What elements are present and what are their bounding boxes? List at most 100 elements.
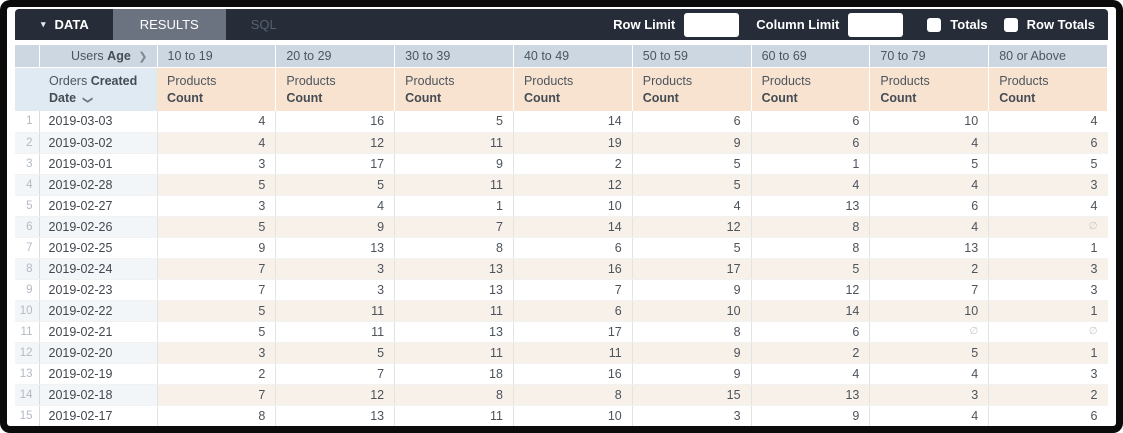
table-row: 12 2019-02-20 3 5 11 11 9 2 5 1 bbox=[15, 342, 1108, 364]
measure-header[interactable]: Products Count bbox=[157, 67, 277, 111]
tab-sql[interactable]: SQL bbox=[226, 9, 302, 40]
row-number: 6 bbox=[15, 216, 40, 238]
value-cell: ∅ bbox=[988, 321, 1108, 343]
value-cell: 3 bbox=[632, 405, 752, 426]
measure-header[interactable]: Products Count bbox=[988, 67, 1108, 111]
row-limit-input[interactable] bbox=[684, 12, 740, 37]
measure-prefix: Products bbox=[286, 73, 336, 88]
bucket-header[interactable]: 10 to 19 bbox=[157, 45, 277, 68]
value-cell: 13 bbox=[751, 384, 871, 406]
value-cell: 1 bbox=[988, 342, 1108, 364]
bucket-header[interactable]: 50 to 59 bbox=[632, 45, 752, 68]
bucket-header[interactable]: 30 to 39 bbox=[394, 45, 514, 68]
bucket-header[interactable]: 40 to 49 bbox=[513, 45, 633, 68]
value-cell: 5 bbox=[988, 153, 1108, 175]
totals-checkbox[interactable] bbox=[927, 17, 942, 32]
row-number: 15 bbox=[15, 405, 40, 426]
value-cell: 7 bbox=[513, 279, 633, 301]
value-cell: 7 bbox=[869, 279, 990, 301]
value-cell: 11 bbox=[275, 321, 396, 343]
row-number: 12 bbox=[15, 342, 40, 364]
measure-name: Count bbox=[286, 91, 323, 105]
bucket-header[interactable]: 20 to 29 bbox=[275, 45, 396, 68]
tab-sql-label: SQL bbox=[250, 17, 277, 32]
measure-prefix: Products bbox=[761, 73, 811, 88]
value-cell: 7 bbox=[275, 363, 396, 385]
value-cell: 2 bbox=[513, 153, 633, 175]
value-cell: 2 bbox=[157, 363, 277, 385]
date-cell: 2019-02-28 bbox=[39, 174, 158, 196]
value-cell: 8 bbox=[513, 384, 633, 406]
value-cell: 4 bbox=[869, 363, 990, 385]
measure-prefix: Products bbox=[880, 73, 930, 88]
date-cell: 2019-02-18 bbox=[39, 384, 158, 406]
measure-header[interactable]: Products Count bbox=[751, 67, 871, 111]
toolbar-options: Row Limit Column Limit Totals Row Totals bbox=[613, 9, 1108, 40]
row-number: 11 bbox=[15, 321, 40, 343]
measure-header[interactable]: Products Count bbox=[275, 67, 396, 111]
measure-header[interactable]: Products Count bbox=[394, 67, 514, 111]
value-cell: 16 bbox=[513, 258, 633, 280]
date-cell: 2019-02-26 bbox=[39, 216, 158, 238]
table-row: 7 2019-02-25 9 13 8 6 5 8 13 1 bbox=[15, 237, 1108, 259]
value-cell: 4 bbox=[157, 132, 277, 154]
measure-header[interactable]: Products Count bbox=[513, 67, 633, 111]
bucket-header[interactable]: 70 to 79 bbox=[869, 45, 990, 68]
table-row: 4 2019-02-28 5 5 11 12 5 4 4 3 bbox=[15, 174, 1108, 196]
value-cell: 7 bbox=[157, 279, 277, 301]
row-number: 5 bbox=[15, 195, 40, 217]
bucket-header[interactable]: 80 or Above bbox=[988, 45, 1108, 68]
pivot-bucket-row: Users Age ❯ 10 to 19 20 to 29 30 to 39 40 t… bbox=[15, 45, 1108, 68]
value-cell: 10 bbox=[869, 300, 990, 322]
table-row: 3 2019-03-01 3 17 9 2 5 1 5 5 bbox=[15, 153, 1108, 175]
tab-results[interactable]: RESULTS bbox=[112, 9, 226, 40]
value-cell: 12 bbox=[275, 132, 396, 154]
value-cell: 10 bbox=[513, 405, 633, 426]
row-number: 4 bbox=[15, 174, 40, 196]
value-cell: 2 bbox=[869, 258, 990, 280]
value-cell: 12 bbox=[632, 216, 752, 238]
value-cell: 4 bbox=[869, 216, 990, 238]
column-limit-input[interactable] bbox=[848, 12, 904, 37]
date-cell: 2019-02-17 bbox=[39, 405, 158, 426]
value-cell: 3 bbox=[988, 174, 1108, 196]
value-cell: 11 bbox=[394, 342, 514, 364]
dimension-prefix: Orders bbox=[49, 73, 88, 88]
row-totals-label: Row Totals bbox=[1026, 17, 1095, 32]
value-cell: 12 bbox=[275, 384, 396, 406]
table-row: 9 2019-02-23 7 3 13 7 9 12 7 3 bbox=[15, 279, 1108, 301]
column-limit-label: Column Limit bbox=[756, 17, 840, 32]
date-cell: 2019-02-22 bbox=[39, 300, 158, 322]
measure-header[interactable]: Products Count bbox=[632, 67, 752, 111]
row-limit-label: Row Limit bbox=[613, 17, 676, 32]
value-cell: 13 bbox=[394, 279, 514, 301]
value-cell: 1 bbox=[988, 237, 1108, 259]
value-cell: 11 bbox=[275, 300, 396, 322]
bucket-header[interactable]: 60 to 69 bbox=[751, 45, 871, 68]
value-cell: 1 bbox=[394, 195, 514, 217]
value-cell: 12 bbox=[751, 279, 871, 301]
pivot-results-table: Users Age ❯ 10 to 19 20 to 29 30 to 39 40 t… bbox=[15, 45, 1108, 426]
table-row: 15 2019-02-17 8 13 11 10 3 9 4 6 bbox=[15, 405, 1108, 426]
date-cell: 2019-02-19 bbox=[39, 363, 158, 385]
chevron-right-icon[interactable]: ❯ bbox=[138, 50, 148, 63]
tab-data[interactable]: ▾ DATA bbox=[15, 9, 113, 40]
pivot-field-header[interactable]: Users Age ❯ bbox=[39, 45, 158, 68]
table-row: 8 2019-02-24 7 3 13 16 17 5 2 3 bbox=[15, 258, 1108, 280]
measure-prefix: Products bbox=[405, 73, 455, 88]
date-cell: 2019-02-23 bbox=[39, 279, 158, 301]
explore-panel: ▾ DATA RESULTS SQL Row Limit Column Limi… bbox=[7, 7, 1116, 426]
value-cell: 12 bbox=[513, 174, 633, 196]
value-cell: 9 bbox=[394, 153, 514, 175]
dimension-header[interactable]: Orders Created Date ❯ bbox=[39, 67, 157, 111]
value-cell: 8 bbox=[751, 237, 871, 259]
value-cell: 17 bbox=[275, 153, 396, 175]
value-cell: 17 bbox=[513, 321, 633, 343]
measure-header[interactable]: Products Count bbox=[869, 67, 990, 111]
value-cell: 6 bbox=[751, 321, 871, 343]
row-number: 8 bbox=[15, 258, 40, 280]
value-cell: 7 bbox=[157, 384, 277, 406]
value-cell: 13 bbox=[394, 258, 514, 280]
row-totals-checkbox[interactable] bbox=[1003, 17, 1018, 32]
value-cell: 16 bbox=[513, 363, 633, 385]
